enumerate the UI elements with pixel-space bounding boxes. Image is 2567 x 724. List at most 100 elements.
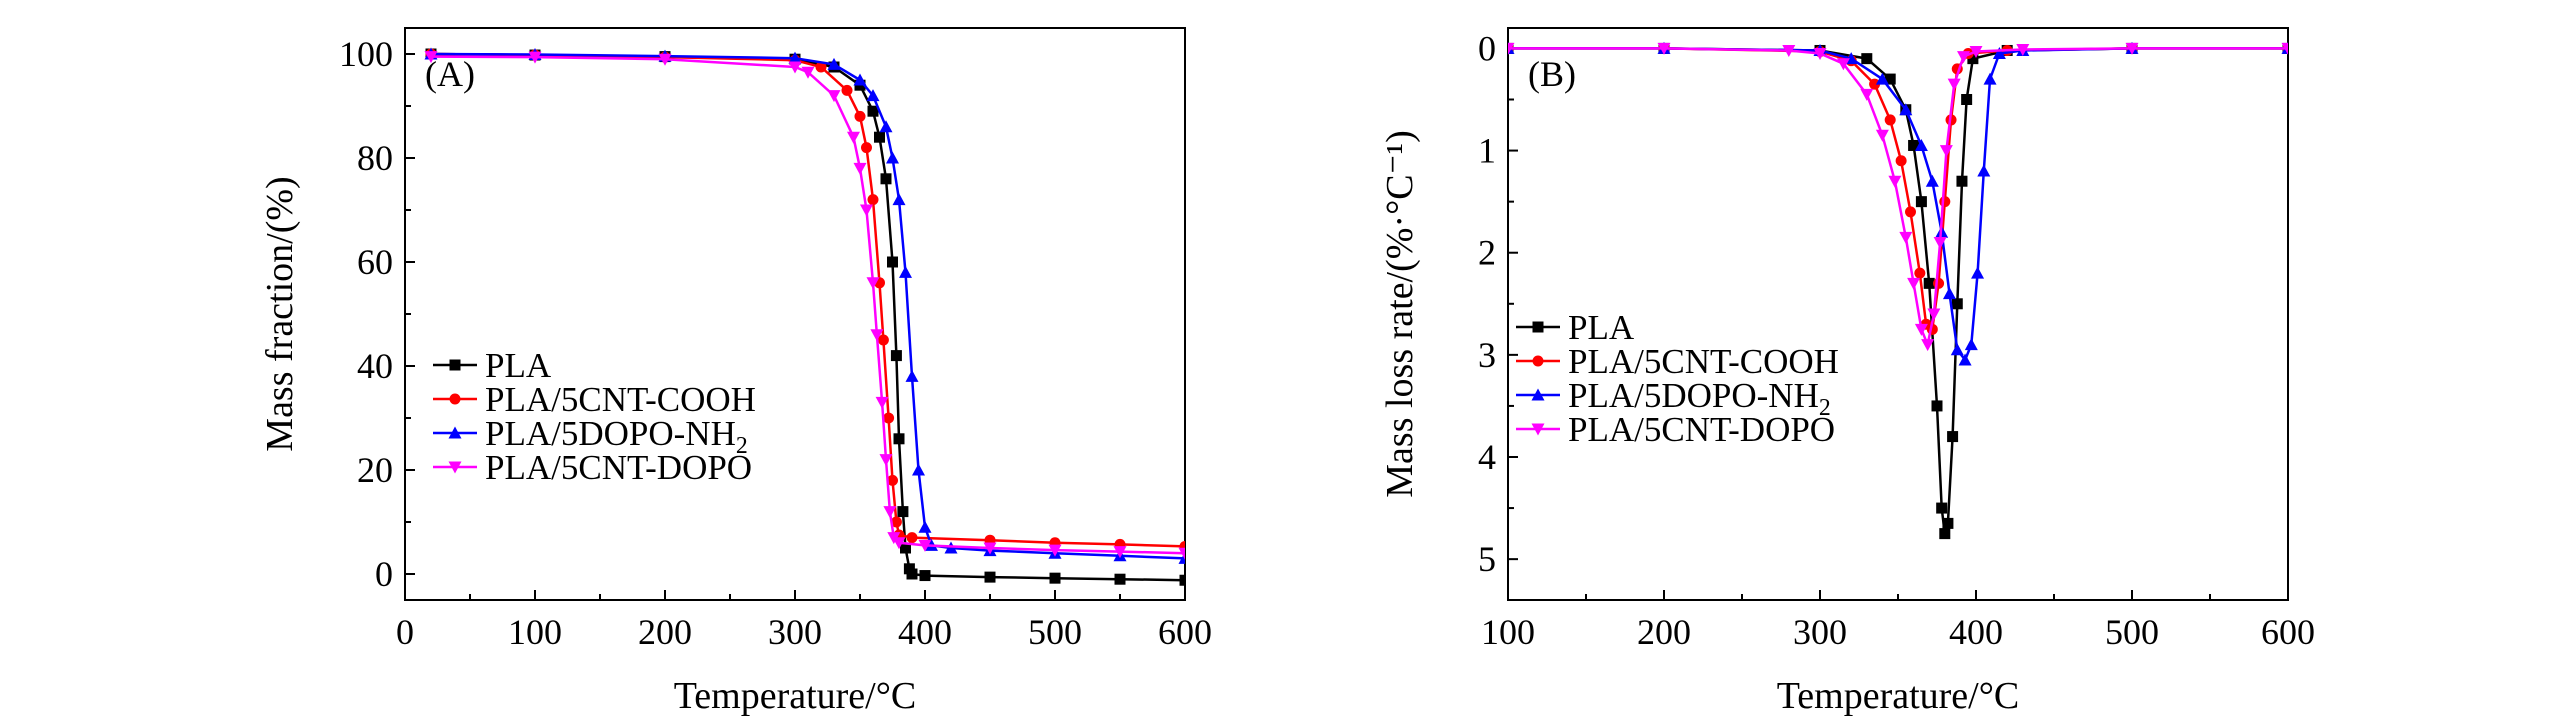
- series-pla-5cnt-dopo-point: [1113, 546, 1127, 559]
- series-pla-5cnt-dopo-point: [1957, 51, 1971, 64]
- series-pla-5cnt-dopo-point: [1939, 145, 1953, 158]
- panel-a: 0 100 200 300 400 500 600 0 20 40 60 80 100 Temperatu…: [259, 27, 1212, 717]
- legend-marker: [1532, 355, 1544, 367]
- series-pla-5dopo-nh2-point: [788, 51, 802, 64]
- x-tick-label: 600: [1158, 612, 1212, 652]
- series-pla-5cnt-cooh-point: [841, 84, 853, 96]
- legend-label: PLA/5CNT-COOH: [1568, 342, 1839, 381]
- legend-marker: [448, 426, 462, 439]
- series-pla-5cnt-dopo-point: [892, 537, 906, 550]
- y-tick-label: 80: [357, 138, 393, 178]
- series-pla-5cnt-cooh-point: [1939, 196, 1951, 208]
- series-pla-5cnt-dopo-point: [827, 90, 841, 103]
- series-pla-point: [1951, 298, 1963, 310]
- y-tick-label: 4: [1478, 437, 1496, 477]
- series-pla-5dopo-nh2-line: [430, 52, 1185, 560]
- legend-marker: [1531, 423, 1545, 436]
- series-pla-5cnt-cooh-point: [877, 334, 889, 346]
- series-pla-point: [1179, 574, 1185, 586]
- series-pla-point: [893, 433, 905, 445]
- series-pla-5dopo-nh2-point: [1992, 47, 2006, 60]
- y-tick-label: 60: [357, 242, 393, 282]
- x-tick-label: 0: [396, 612, 414, 652]
- series-pla-5cnt-dopo-point: [1947, 78, 1961, 91]
- series-pla-5cnt-dopo-point: [1927, 308, 1941, 321]
- x-tick-label: 400: [1949, 612, 2003, 652]
- legend-marker: [449, 359, 461, 371]
- series-pla-5dopo-nh2-point: [899, 265, 912, 278]
- legend-marker: [1531, 388, 1545, 401]
- series-pla-5dopo-nh2-point: [853, 73, 867, 86]
- series-pla-5cnt-dopo-point: [1836, 58, 1850, 71]
- series-pla-5dopo-nh2-point: [1983, 72, 1997, 85]
- series-pla-point: [890, 350, 902, 362]
- series-pla-point: [874, 131, 885, 143]
- series-pla-point: [900, 542, 911, 554]
- series-pla-5cnt-cooh-point: [1914, 267, 1926, 279]
- plot-frame: [404, 27, 1186, 601]
- y-axis-title: Mass fraction/(%): [259, 176, 301, 451]
- legend-label: PLA/5DOPO-NH2: [485, 414, 748, 459]
- x-tick-label: 200: [1637, 612, 1691, 652]
- legend-label: PLA/5DOPO-NH2: [1568, 376, 1831, 421]
- legend-marker: [449, 393, 461, 405]
- legend-label: PLA: [1568, 308, 1635, 347]
- x-tick-label: 100: [508, 612, 562, 652]
- series-pla-point: [867, 105, 879, 117]
- series-pla-5cnt-dopo-point: [1899, 231, 1913, 244]
- series-pla-5dopo-nh2-point: [1914, 138, 1928, 151]
- x-tick-label: 300: [768, 612, 822, 652]
- series-pla-5cnt-dopo-point: [528, 51, 542, 64]
- series-pla-point: [1961, 94, 1973, 105]
- series-pla-5cnt-dopo-point: [1933, 237, 1947, 249]
- series-pla-5dopo-nh2-point: [905, 369, 919, 382]
- y-tick-label: 2: [1478, 233, 1496, 273]
- series-pla-5cnt-cooh-point: [854, 110, 866, 122]
- y-tick-label: 1: [1478, 131, 1496, 171]
- y-tick-label: 40: [357, 346, 393, 386]
- series-pla-point: [1931, 400, 1943, 412]
- series-pla-point: [1884, 73, 1896, 85]
- series-pla-5dopo-nh2-point: [866, 89, 880, 102]
- legend-label: PLA/5CNT-DOPO: [1568, 410, 1835, 449]
- series-pla-5cnt-dopo-point: [424, 51, 438, 64]
- series-pla-5dopo-nh2-point: [1899, 103, 1913, 116]
- panel-b: 100 200 300 400 500 600 0 1 2 3 4 5 Temperature/°C Ma…: [1379, 27, 2315, 717]
- series-pla-5cnt-cooh-point: [861, 142, 872, 154]
- series-pla-5cnt-dopo-point: [1508, 42, 1515, 55]
- x-axis-title: Temperature/°C: [1777, 675, 2020, 717]
- series-pla-point: [1908, 139, 1920, 151]
- series-pla-5dopo-nh2-point: [827, 57, 841, 70]
- series-pla-5dopo-nh2-point: [892, 193, 906, 206]
- series-pla-5cnt-dopo-point: [1657, 42, 1671, 55]
- y-tick-label: 100: [339, 34, 393, 74]
- x-axis-title: Temperature/°C: [674, 675, 917, 717]
- series-pla-5cnt-cooh-line: [1508, 47, 2288, 332]
- series-pla-point: [1939, 528, 1951, 540]
- series-pla-5cnt-dopo-point: [1860, 88, 1874, 101]
- series-pla-point: [919, 570, 931, 582]
- legend-marker: [448, 461, 462, 474]
- panel-label: (A): [425, 54, 475, 94]
- series-pla-line: [1508, 47, 2288, 534]
- series-pla-point: [1114, 573, 1126, 585]
- series-pla-5cnt-cooh-point: [867, 194, 879, 206]
- series-pla-5cnt-dopo-point: [1875, 129, 1889, 142]
- series-pla-5cnt-dopo-point: [879, 454, 893, 467]
- series-pla-5dopo-nh2-point: [918, 520, 932, 533]
- series-pla-5cnt-dopo-point: [788, 61, 802, 74]
- series-pla-5cnt-dopo-point: [2125, 42, 2139, 55]
- series-pla-point: [1942, 517, 1954, 529]
- series-group: [424, 47, 1185, 586]
- series-pla-5dopo-nh2-point: [1971, 266, 1985, 279]
- series-pla-5dopo-nh2-point: [1950, 343, 1964, 356]
- legend-label: PLA/5CNT-COOH: [485, 380, 756, 419]
- legend-marker: [1532, 321, 1544, 333]
- y-tick-label: 5: [1478, 539, 1496, 579]
- series-group: [1508, 41, 2288, 540]
- series-pla-5cnt-cooh-point: [1933, 277, 1945, 289]
- legend-label: PLA/5CNT-DOPO: [485, 448, 752, 487]
- series-pla-5dopo-nh2-point: [1958, 353, 1972, 366]
- series-pla-5cnt-dopo-point: [883, 506, 897, 519]
- panel-label: (B): [1528, 54, 1576, 94]
